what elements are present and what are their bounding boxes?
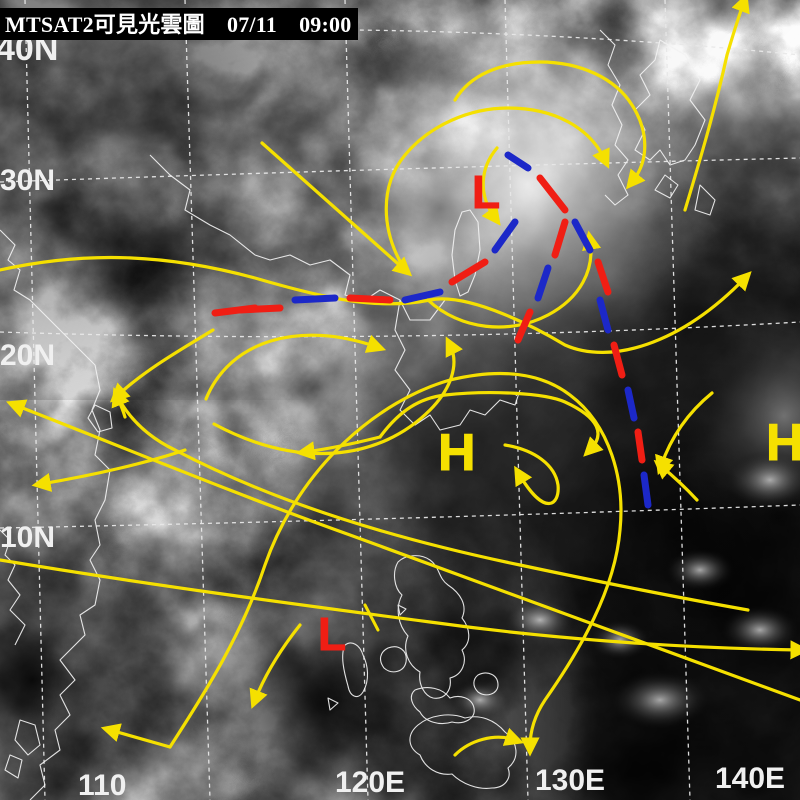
svg-text:MTSAT2可見光雲圖 07/11 09:00: MTSAT2可見光雲圖 07/11 09:00 xyxy=(5,12,351,37)
